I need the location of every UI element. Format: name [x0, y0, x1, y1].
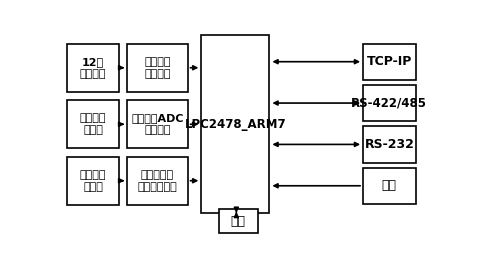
Bar: [67, 156, 119, 205]
Text: 电池电压
测量电路: 电池电压 测量电路: [144, 57, 171, 79]
Text: 晶体: 晶体: [382, 179, 397, 192]
Text: 电池充放电
电流测量电路: 电池充放电 电流测量电路: [137, 170, 177, 192]
Text: 温度测量
传感器: 温度测量 传感器: [80, 113, 106, 135]
Bar: [363, 168, 415, 204]
Bar: [127, 43, 188, 92]
Bar: [201, 35, 270, 213]
Bar: [67, 43, 119, 92]
Text: TCP-IP: TCP-IP: [367, 55, 412, 68]
Text: 12节
锂电池组: 12节 锂电池组: [80, 57, 106, 79]
Bar: [363, 126, 415, 162]
Text: LPC2478_ARM7: LPC2478_ARM7: [185, 118, 286, 131]
Bar: [363, 85, 415, 121]
Text: 电源: 电源: [231, 215, 246, 228]
Text: 霍尔电流
传感器: 霍尔电流 传感器: [80, 170, 106, 192]
Bar: [219, 209, 258, 233]
Text: 电池温度ADC
测量电路: 电池温度ADC 测量电路: [131, 113, 184, 135]
Bar: [363, 43, 415, 80]
Bar: [67, 100, 119, 149]
Text: RS-422/485: RS-422/485: [352, 97, 428, 110]
Text: RS-232: RS-232: [364, 138, 414, 151]
Bar: [127, 156, 188, 205]
Bar: [127, 100, 188, 149]
